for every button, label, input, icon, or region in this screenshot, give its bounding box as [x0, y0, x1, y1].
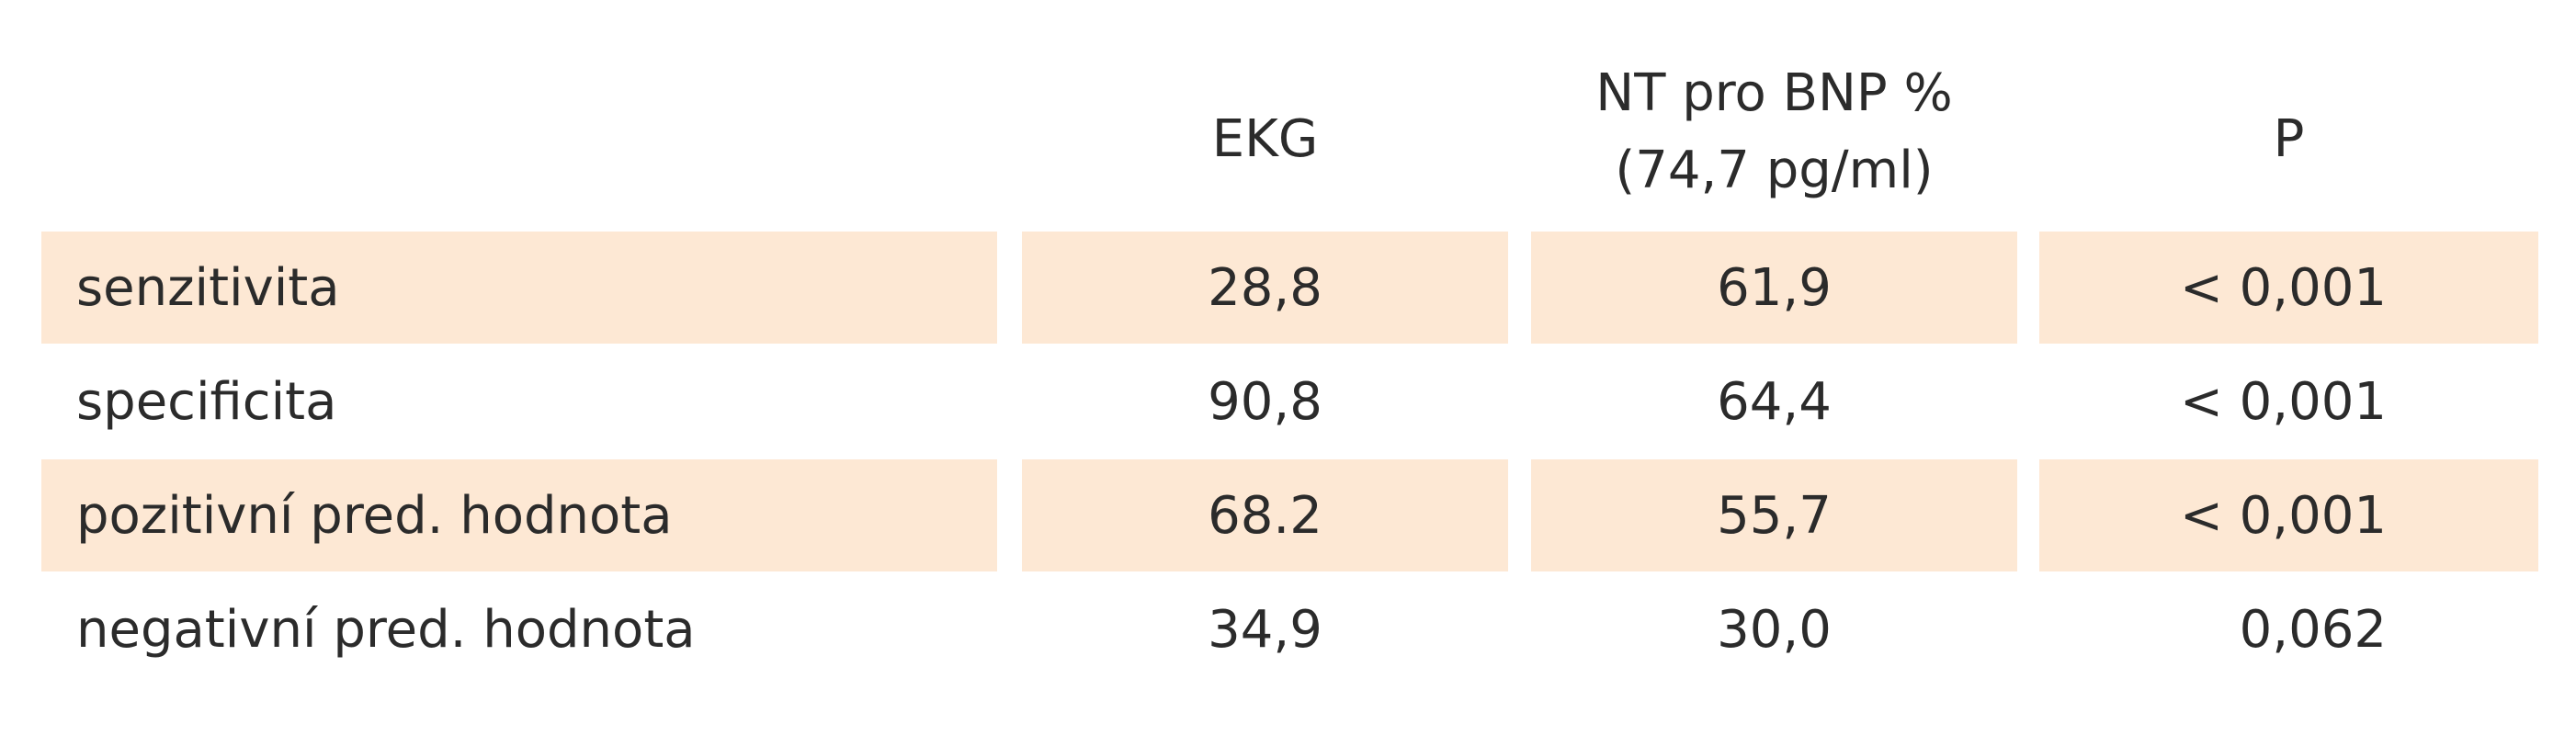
- cell-value: 90,8: [1208, 371, 1322, 432]
- header-line: P: [2273, 109, 2305, 169]
- cell-value: < 0,001: [2039, 459, 2538, 571]
- cell-value: 68.2: [1022, 459, 1508, 571]
- cell-value: 55,7: [1531, 459, 2017, 571]
- header-line: (74,7 pg/ml): [1615, 141, 1934, 200]
- column-header: NT pro BNP % (74,7 pg/ml): [1531, 55, 2017, 209]
- column-header: EKG: [1022, 101, 1508, 178]
- cell-value: 64,4: [1717, 371, 1832, 432]
- cell-value: 30,0: [1717, 599, 1832, 660]
- cell-value: 61,9: [1531, 232, 2017, 344]
- header-line: NT pro BNP %: [1595, 63, 1953, 123]
- column-header: P: [2039, 101, 2538, 178]
- cell-value: 28,8: [1022, 232, 1508, 344]
- row-label: senzitivita: [41, 232, 997, 344]
- header-line: EKG: [1211, 109, 1319, 169]
- row-label: pozitivní pred. hodnota: [41, 459, 997, 571]
- cell-value: < 0,001: [2179, 371, 2387, 432]
- cell-value: < 0,001: [2039, 232, 2538, 344]
- row-label: negativní pred. hodnota: [76, 599, 696, 660]
- cell-value: 0,062: [2239, 599, 2387, 660]
- row-label: specificita: [76, 371, 337, 432]
- cell-value: 34,9: [1208, 599, 1322, 660]
